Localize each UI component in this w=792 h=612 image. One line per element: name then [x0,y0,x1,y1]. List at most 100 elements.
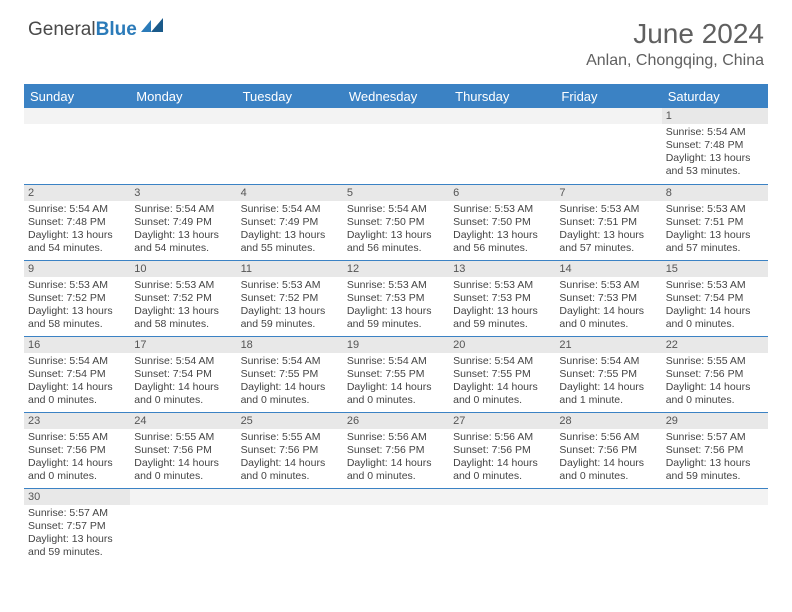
daylight-text: Daylight: 14 hours and 0 minutes. [453,381,551,407]
sunrise-text: Sunrise: 5:53 AM [666,203,764,216]
weekday-header: Friday [555,84,661,108]
daylight-text: Daylight: 14 hours and 0 minutes. [347,457,445,483]
calendar-cell: 9Sunrise: 5:53 AMSunset: 7:52 PMDaylight… [24,260,130,336]
sunset-text: Sunset: 7:56 PM [666,368,764,381]
sunset-text: Sunset: 7:52 PM [28,292,126,305]
calendar-row: 1Sunrise: 5:54 AMSunset: 7:48 PMDaylight… [24,108,768,184]
flag-icon [141,18,167,41]
sunrise-text: Sunrise: 5:54 AM [347,355,445,368]
calendar-cell: 19Sunrise: 5:54 AMSunset: 7:55 PMDayligh… [343,336,449,412]
day-details: Sunrise: 5:53 AMSunset: 7:53 PMDaylight:… [449,277,555,336]
calendar-cell [343,488,449,564]
day-number: 27 [449,413,555,429]
sunrise-text: Sunrise: 5:55 AM [241,431,339,444]
day-number: 30 [24,489,130,505]
calendar-cell [130,108,236,184]
daylight-text: Daylight: 13 hours and 59 minutes. [28,533,126,559]
day-number: 7 [555,185,661,201]
sunrise-text: Sunrise: 5:53 AM [453,279,551,292]
day-details: Sunrise: 5:55 AMSunset: 7:56 PMDaylight:… [24,429,130,488]
calendar-cell: 20Sunrise: 5:54 AMSunset: 7:55 PMDayligh… [449,336,555,412]
day-number: 3 [130,185,236,201]
sunrise-text: Sunrise: 5:53 AM [134,279,232,292]
day-details: Sunrise: 5:53 AMSunset: 7:51 PMDaylight:… [662,201,768,260]
sunrise-text: Sunrise: 5:55 AM [28,431,126,444]
day-number: 6 [449,185,555,201]
title-block: June 2024 Anlan, Chongqing, China [586,18,764,70]
day-number: 10 [130,261,236,277]
daylight-text: Daylight: 13 hours and 58 minutes. [28,305,126,331]
sunrise-text: Sunrise: 5:54 AM [134,203,232,216]
sunset-text: Sunset: 7:48 PM [666,139,764,152]
day-number: 28 [555,413,661,429]
calendar-cell [662,488,768,564]
day-number: 29 [662,413,768,429]
calendar-cell: 21Sunrise: 5:54 AMSunset: 7:55 PMDayligh… [555,336,661,412]
sunset-text: Sunset: 7:51 PM [559,216,657,229]
daylight-text: Daylight: 14 hours and 0 minutes. [666,305,764,331]
sunrise-text: Sunrise: 5:54 AM [453,355,551,368]
weekday-header: Monday [130,84,236,108]
sunrise-text: Sunrise: 5:54 AM [134,355,232,368]
sunrise-text: Sunrise: 5:55 AM [134,431,232,444]
calendar-cell: 10Sunrise: 5:53 AMSunset: 7:52 PMDayligh… [130,260,236,336]
sunset-text: Sunset: 7:57 PM [28,520,126,533]
sunset-text: Sunset: 7:55 PM [241,368,339,381]
sunset-text: Sunset: 7:53 PM [347,292,445,305]
calendar-cell: 11Sunrise: 5:53 AMSunset: 7:52 PMDayligh… [237,260,343,336]
calendar-cell: 29 Sunrise: 5:57 AMSunset: 7:56 PMDayligh… [662,412,768,488]
calendar-cell [237,488,343,564]
sunrise-text: Sunrise: 5:54 AM [241,203,339,216]
calendar-cell [237,108,343,184]
weekday-header: Wednesday [343,84,449,108]
sunrise-text: Sunrise: 5:57 AM [28,507,126,520]
day-details: Sunrise: 5:53 AMSunset: 7:52 PMDaylight:… [24,277,130,336]
sunset-text: Sunset: 7:50 PM [347,216,445,229]
day-details: Sunrise: 5:56 AMSunset: 7:56 PMDaylight:… [555,429,661,488]
daylight-text: Daylight: 14 hours and 0 minutes. [134,457,232,483]
day-details: Sunrise: 5:54 AMSunset: 7:49 PMDaylight:… [237,201,343,260]
sunset-text: Sunset: 7:54 PM [28,368,126,381]
weekday-header: Tuesday [237,84,343,108]
sunset-text: Sunset: 7:50 PM [453,216,551,229]
day-number [449,108,555,124]
daylight-text: Daylight: 13 hours and 59 minutes. [666,457,764,483]
sunset-text: Sunset: 7:55 PM [347,368,445,381]
day-details: Sunrise: 5:54 AMSunset: 7:55 PMDaylight:… [237,353,343,412]
day-details: Sunrise: 5:53 AMSunset: 7:52 PMDaylight:… [237,277,343,336]
calendar-cell [130,488,236,564]
day-number: 1 [662,108,768,124]
day-details: Sunrise: 5:53 AMSunset: 7:53 PMDaylight:… [555,277,661,336]
day-details: Sunrise: 5:54 AMSunset: 7:50 PMDaylight:… [343,201,449,260]
sunrise-text: Sunrise: 5:57 AM [666,431,764,444]
daylight-text: Daylight: 13 hours and 59 minutes. [347,305,445,331]
daylight-text: Daylight: 14 hours and 1 minute. [559,381,657,407]
day-number [343,489,449,505]
calendar-cell [24,108,130,184]
location: Anlan, Chongqing, China [586,52,764,70]
day-number [343,108,449,124]
day-number [662,489,768,505]
sunrise-text: Sunrise: 5:55 AM [666,355,764,368]
sunrise-text: Sunrise: 5:53 AM [28,279,126,292]
sunset-text: Sunset: 7:56 PM [666,444,764,457]
calendar-header-row: Sunday Monday Tuesday Wednesday Thursday… [24,84,768,108]
calendar-cell: 15Sunrise: 5:53 AMSunset: 7:54 PMDayligh… [662,260,768,336]
sunrise-text: Sunrise: 5:54 AM [347,203,445,216]
daylight-text: Daylight: 14 hours and 0 minutes. [453,457,551,483]
calendar-cell: 14Sunrise: 5:53 AMSunset: 7:53 PMDayligh… [555,260,661,336]
sunset-text: Sunset: 7:56 PM [559,444,657,457]
calendar-cell [449,108,555,184]
day-number: 11 [237,261,343,277]
day-number [130,108,236,124]
day-number: 18 [237,337,343,353]
day-details: Sunrise: 5:55 AMSunset: 7:56 PMDaylight:… [662,353,768,412]
day-number: 21 [555,337,661,353]
calendar-cell [449,488,555,564]
daylight-text: Daylight: 13 hours and 55 minutes. [241,229,339,255]
calendar-cell: 4Sunrise: 5:54 AMSunset: 7:49 PMDaylight… [237,184,343,260]
daylight-text: Daylight: 13 hours and 53 minutes. [666,152,764,178]
weekday-header: Sunday [24,84,130,108]
calendar-table: Sunday Monday Tuesday Wednesday Thursday… [24,84,768,564]
day-number: 8 [662,185,768,201]
